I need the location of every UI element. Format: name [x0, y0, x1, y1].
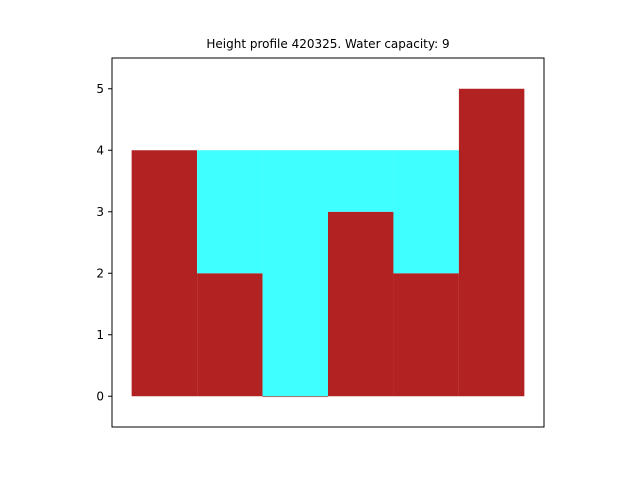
y-tick-label: 4 [96, 143, 104, 157]
water-bar [197, 150, 263, 274]
ground-bar [131, 150, 198, 397]
water-bar [328, 150, 394, 212]
ground-bar [262, 396, 328, 398]
axes-frame [111, 57, 545, 428]
y-tick-label: 2 [96, 266, 104, 280]
water-bar [393, 150, 459, 274]
y-tick-label: 1 [96, 328, 104, 342]
y-tick-label: 3 [96, 205, 104, 219]
bars-layer [131, 88, 525, 398]
ground-bar [458, 88, 525, 397]
chart-title: Height profile 420325. Water capacity: 9 [206, 37, 449, 51]
y-ticks-layer: 0 1 2 3 4 5 [96, 82, 112, 403]
ground-bar [197, 273, 263, 397]
y-tick-label: 5 [96, 82, 104, 96]
water-bar [262, 150, 328, 397]
y-tick-label: 0 [96, 389, 104, 403]
ground-bar [393, 273, 459, 397]
ground-bar [328, 211, 394, 397]
